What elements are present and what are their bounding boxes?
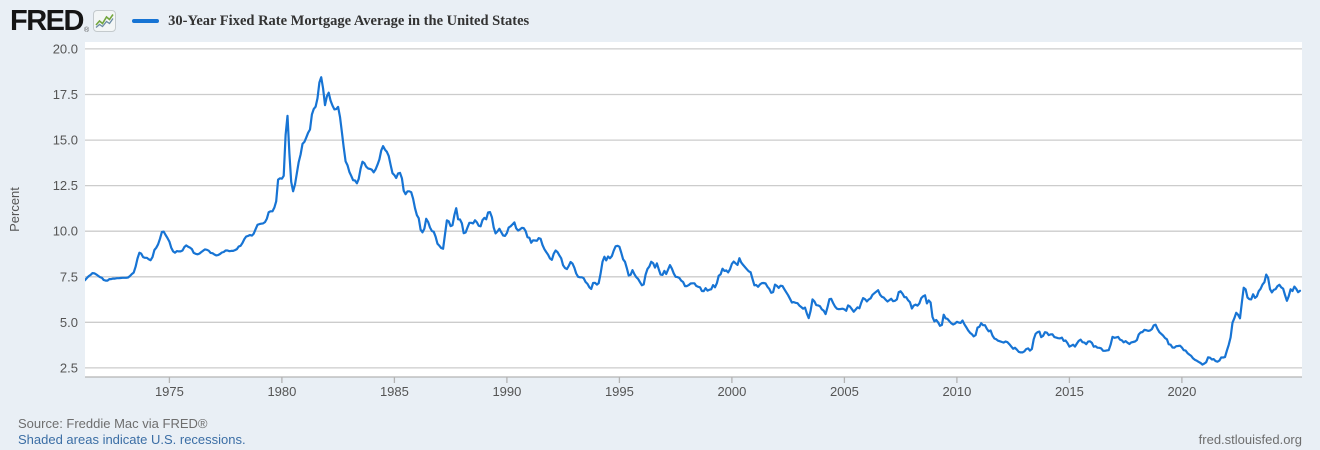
- chart-title[interactable]: 30-Year Fixed Rate Mortgage Average in t…: [168, 12, 530, 29]
- x-tick-label: 1975: [155, 384, 184, 399]
- y-tick-label: 20.0: [53, 41, 78, 56]
- plot-area[interactable]: [85, 42, 1302, 377]
- x-tick-label: 2015: [1055, 384, 1084, 399]
- fred-logo-text: FRED: [10, 4, 84, 37]
- y-tick-label: 12.5: [53, 178, 78, 193]
- x-tick-label: 1985: [380, 384, 409, 399]
- x-tick-label: 1990: [492, 384, 521, 399]
- legend-line-swatch: [132, 19, 160, 23]
- y-tick-label: 7.5: [60, 269, 78, 284]
- y-axis-title: Percent: [7, 187, 22, 232]
- x-tick-label: 2000: [717, 384, 746, 399]
- x-tick-label: 2010: [942, 384, 971, 399]
- registered-mark: ®: [83, 26, 90, 34]
- chart-header: FRED ® 30-Year Fixed Rate Mortgage Avera…: [0, 0, 1320, 42]
- x-tick-label: 1980: [267, 384, 296, 399]
- x-tick-label: 1995: [605, 384, 634, 399]
- x-tick-label: 2005: [830, 384, 859, 399]
- y-tick-label: 17.5: [53, 87, 78, 102]
- x-tick-label: 2020: [1167, 384, 1196, 399]
- y-tick-label: 15.0: [53, 133, 78, 148]
- recession-shading-link[interactable]: Shaded areas indicate U.S. recessions.: [18, 432, 246, 447]
- source-note: Source: Freddie Mac via FRED®: [18, 416, 208, 431]
- y-tick-label: 2.5: [60, 360, 78, 375]
- y-tick-label: 5.0: [60, 315, 78, 330]
- fred-site-link[interactable]: fred.stlouisfed.org: [1198, 432, 1302, 447]
- series-line: [85, 76, 1302, 366]
- y-tick-label: 10.0: [53, 224, 78, 239]
- fred-logo-chart-icon: [93, 10, 117, 32]
- fred-logo[interactable]: FRED ®: [10, 4, 117, 37]
